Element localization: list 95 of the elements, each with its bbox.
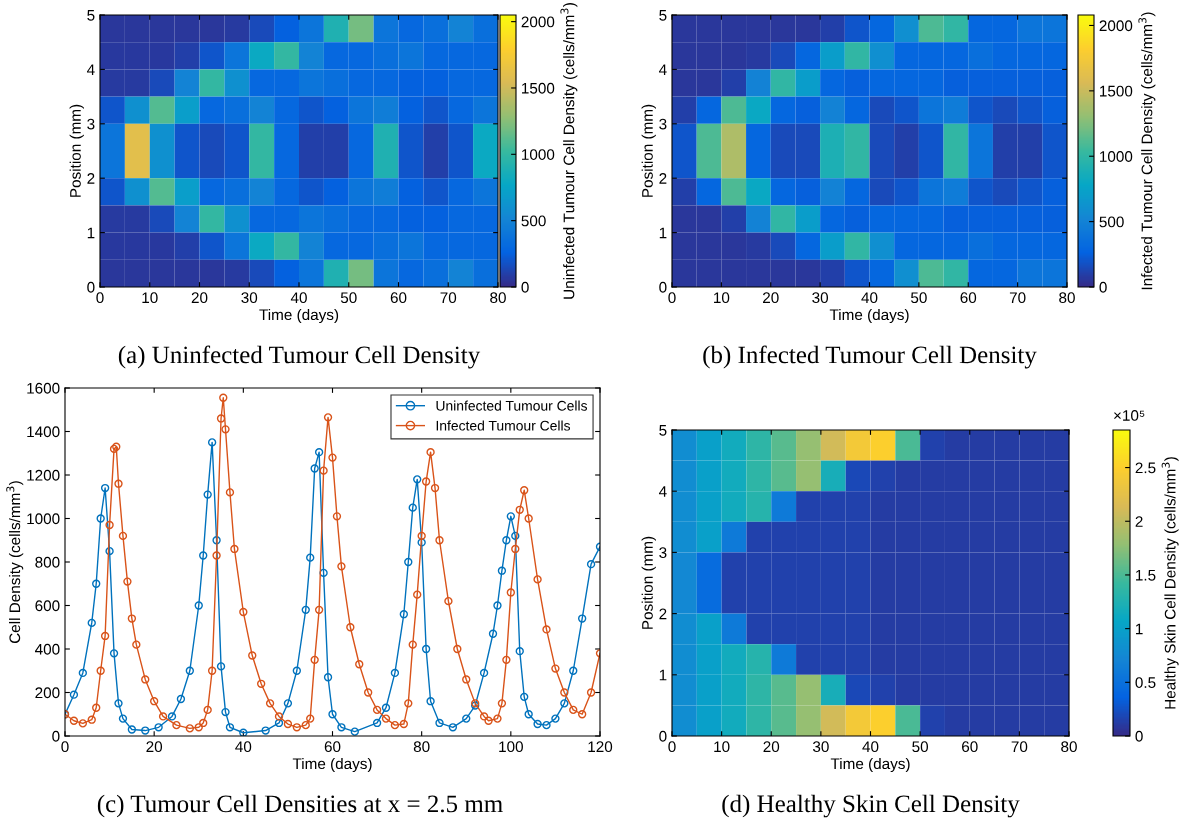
x-tick-label: 80 [1059, 292, 1075, 304]
legend-label: Infected Tumour Cells [436, 420, 571, 431]
x-tick-label: 30 [812, 292, 829, 304]
color-bar-label: 1500 [522, 82, 555, 94]
color-bar-label: 1.5 [1136, 569, 1156, 581]
text: ×10⁵ [1114, 410, 1145, 421]
y-tick-label: 3 [87, 118, 95, 130]
x-tick-label: 20 [763, 741, 780, 753]
y-axis-title: Position (mm) [641, 536, 656, 629]
text: (a) Uninfected Tumour Cell Density [118, 345, 481, 369]
x-tick-label: 0 [668, 292, 676, 304]
y-tick-label: 4 [86, 64, 95, 75]
x-tick-label: 10 [714, 292, 730, 304]
y-tick-label: 4 [658, 64, 667, 75]
color-bar-title: Infected Tumour Cell Density (cells/mm$^{3}$) [1138, 12, 1156, 290]
x-tick-label: 50 [910, 292, 927, 304]
x-tick-label: 40 [861, 292, 878, 304]
color-bar-label: 2 [1135, 516, 1143, 527]
y-tick-label: 200 [35, 687, 60, 699]
y-tick-label: 1000 [27, 513, 60, 525]
x-tick-label: 20 [763, 292, 779, 304]
color-bar-title: Uninfected Tumour Cell Density (cells/mm$^{3}$) [560, 3, 578, 299]
color-bar-label: 0 [521, 281, 529, 293]
x-tick-label: 60 [962, 741, 978, 753]
color-bar-label: 0 [1135, 730, 1143, 742]
color-bar-label: 1 [1136, 623, 1143, 635]
x-tick-label: 20 [191, 292, 208, 304]
x-tick-label: 0 [96, 292, 104, 304]
y-tick-label: 0 [52, 730, 60, 742]
y-tick-label: 2 [87, 173, 95, 184]
y-axis-title: Position (mm) [641, 104, 656, 197]
color-bar-label: 0 [1099, 281, 1107, 293]
x-tick-label: 60 [390, 292, 407, 304]
x-tick-label: 40 [235, 741, 252, 753]
color-bar-label: 500 [521, 215, 546, 227]
x-tick-label: 70 [440, 292, 457, 304]
y-tick-label: 0 [659, 730, 667, 742]
y-tick-label: 0 [87, 281, 95, 293]
y-tick-label: 1 [87, 227, 95, 239]
x-tick-label: 70 [1009, 292, 1026, 304]
x-tick-label: 50 [912, 741, 929, 753]
y-tick-label: 5 [87, 10, 95, 21]
y-tick-label: 5 [659, 10, 667, 21]
text: (c) Tumour Cell Densities at x = 2.5 mm [97, 794, 503, 818]
x-tick-label: 10 [142, 292, 158, 304]
color-bar-label: 2000 [1099, 20, 1133, 32]
x-axis-title: Time (days) [259, 308, 339, 324]
y-tick-label: 400 [35, 643, 60, 655]
x-tick-label: 120 [588, 741, 613, 753]
x-axis-title: Time (days) [830, 757, 910, 773]
color-bar-label: 1000 [522, 149, 555, 160]
x-tick-label: 40 [290, 292, 307, 304]
x-tick-label: 60 [324, 741, 341, 753]
y-tick-label: 1 [659, 227, 667, 239]
color-bar-label: 1500 [1100, 85, 1133, 97]
x-axis-title: Time (days) [829, 308, 909, 324]
x-tick-label: 0 [668, 741, 676, 753]
x-tick-label: 30 [812, 741, 829, 753]
y-tick-label: 800 [35, 556, 60, 568]
color-bar-label: 1000 [1100, 151, 1133, 162]
color-bar-label: 2.5 [1135, 462, 1156, 474]
y-axis-title: Position (mm) [69, 104, 84, 197]
text: (d) Healthy Skin Cell Density [722, 794, 1020, 818]
x-tick-label: 60 [960, 292, 977, 304]
y-tick-label: 1 [659, 669, 667, 681]
color-bar-title: Healthy Skin Cell Density (cells/mm$^{3}$) [1161, 457, 1179, 709]
x-tick-label: 30 [241, 292, 258, 304]
y-tick-label: 3 [659, 547, 667, 559]
x-tick-label: 10 [714, 741, 730, 753]
color-bar-label: 500 [1099, 216, 1124, 228]
y-tick-label: 4 [658, 486, 667, 497]
x-tick-label: 50 [340, 292, 357, 304]
y-tick-label: 1200 [27, 469, 60, 481]
x-tick-label: 0 [61, 741, 69, 753]
y-tick-label: 0 [659, 281, 667, 293]
y-tick-label: 5 [659, 425, 667, 436]
x-tick-label: 80 [490, 292, 506, 304]
y-tick-label: 3 [659, 118, 667, 130]
text: (b) Infected Tumour Cell Density [703, 345, 1037, 369]
y-tick-label: 1600 [27, 382, 60, 394]
y-tick-label: 600 [35, 600, 60, 612]
x-tick-label: 100 [499, 741, 523, 753]
x-tick-label: 20 [146, 741, 163, 753]
y-tick-label: 2 [659, 173, 667, 184]
x-axis-title: Time (days) [292, 757, 372, 773]
x-tick-label: 80 [1061, 741, 1077, 753]
color-bar-label: 0.5 [1135, 677, 1156, 688]
y-tick-label: 2 [659, 608, 667, 620]
x-tick-label: 80 [413, 741, 430, 753]
x-tick-label: 70 [1011, 741, 1028, 753]
legend-label: Uninfected Tumour Cells [436, 400, 588, 411]
color-bar-label: 2000 [521, 16, 555, 28]
y-axis-title: Cell Density (cells/mm$^{3}$) [6, 481, 24, 644]
x-tick-label: 40 [862, 741, 879, 753]
y-tick-label: 1400 [27, 426, 60, 438]
